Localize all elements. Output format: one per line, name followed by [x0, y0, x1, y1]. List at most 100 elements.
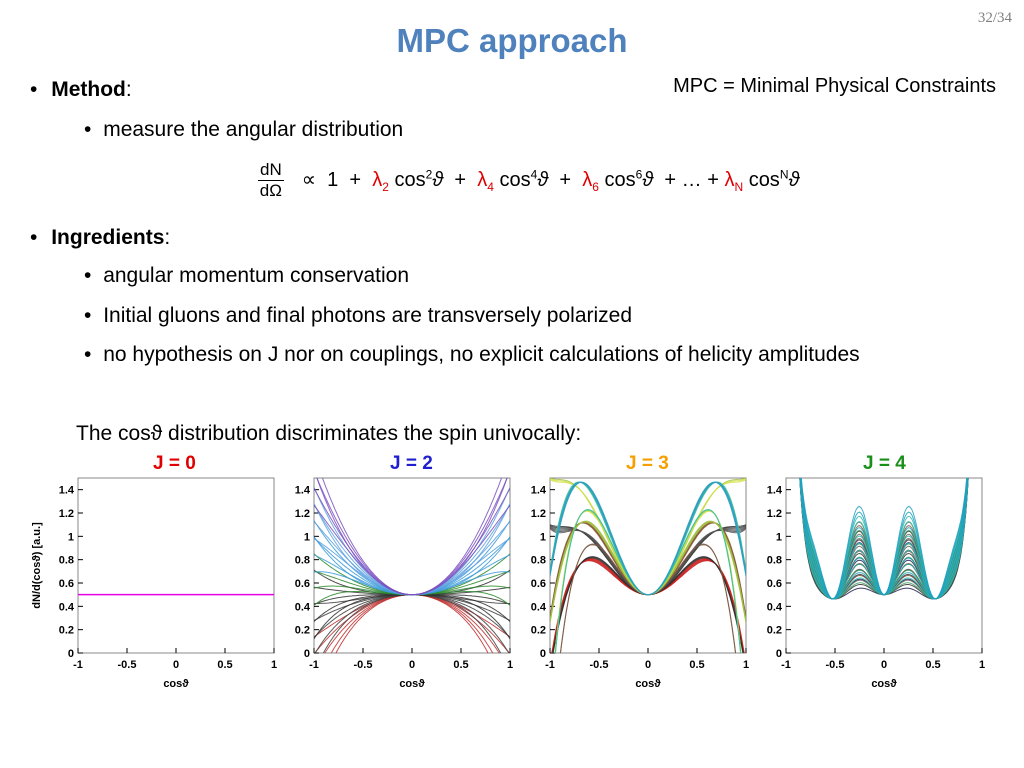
y-tick-label: 0.4: [59, 601, 75, 613]
mpc-definition: MPC = Minimal Physical Constraints: [673, 75, 996, 97]
ingredient-text: angular momentum conservation: [103, 264, 410, 287]
x-tick-label: 0.5: [453, 659, 468, 671]
angular-formula: dN dΩ ∝ 1 + λ2 cos2ϑ + λ4 cos4ϑ + λ6 cos…: [258, 160, 799, 201]
y-tick-label: 1: [776, 531, 782, 543]
j3-curve: [550, 481, 746, 596]
y-tick-label: 0.4: [295, 601, 311, 613]
slide-number: 32/34: [977, 10, 1012, 26]
y-tick-label: 0: [540, 648, 546, 660]
x-axis-label: cosϑ: [163, 678, 189, 690]
x-tick-label: 1: [507, 659, 513, 671]
lambda-4: λ4: [477, 168, 494, 194]
cos6-term: cos6ϑ: [604, 167, 654, 191]
bullet-dot: •: [30, 78, 38, 101]
spin-distribution-charts: 0 0.2 0.4 0.6 0.8 1 1.2 1.4 -1 -0.5 0 0.5 1 cosϑ dN/d(…: [31, 477, 985, 690]
y-tick-label: 1.4: [295, 485, 311, 497]
y-tick-label: 0.8: [767, 555, 782, 567]
fraction-numerator: dN: [258, 160, 284, 181]
y-tick-label: 0.8: [531, 555, 546, 567]
x-tick-label: -0.5: [826, 659, 845, 671]
x-tick-label: 1: [271, 659, 277, 671]
bullet-dot: •: [84, 118, 92, 141]
ingredient-item: • Initial gluons and final photons are t…: [84, 304, 632, 328]
x-tick-label: 0: [173, 659, 179, 671]
j3-label: J = 3: [626, 453, 669, 474]
plot-frame: [77, 477, 275, 654]
y-tick-label: 0.8: [59, 555, 74, 567]
formula-plus: +: [454, 168, 467, 191]
plot-frame: [549, 477, 747, 654]
y-tick-label: 0: [776, 648, 782, 660]
y-tick-label: 0.4: [531, 601, 547, 613]
fraction-denominator: dΩ: [259, 181, 282, 200]
caption: The cosϑ distribution discriminates the …: [76, 422, 582, 445]
ingredient-item: • angular momentum conservation: [84, 264, 409, 288]
method-sub-bullet: • measure the angular distribution: [84, 118, 403, 142]
x-tick-label: 0: [881, 659, 887, 671]
x-tick-label: 0.5: [689, 659, 704, 671]
y-tick-label: 0.6: [767, 578, 782, 590]
y-tick-label: 0: [68, 648, 74, 660]
ingredient-text: no hypothesis on J nor on couplings, no …: [103, 343, 860, 366]
lambda-6: λ6: [582, 168, 599, 194]
bullet-dot: •: [84, 343, 92, 366]
cosn-term: cosNϑ: [748, 167, 800, 191]
y-tick-label: 0.2: [767, 625, 782, 637]
j2-label: J = 2: [390, 453, 433, 474]
j4-label: J = 4: [863, 453, 906, 474]
x-tick-label: -1: [545, 659, 555, 671]
x-axis-label: cosϑ: [871, 678, 897, 690]
formula-plus: +: [559, 168, 572, 191]
x-tick-label: 1: [979, 659, 985, 671]
y-tick-label: 1: [304, 531, 310, 543]
formula-plus: +: [349, 168, 362, 191]
ingredients-bullet: • Ingredients:: [30, 226, 170, 250]
y-tick-label: 1.4: [59, 485, 75, 497]
slide-title: MPC approach: [396, 22, 628, 59]
y-axis-label: dN/d(cosϑ) [a.u.]: [31, 522, 43, 609]
x-tick-label: 0: [645, 659, 651, 671]
x-tick-label: 0.5: [217, 659, 232, 671]
cos2-term: cos2ϑ: [394, 167, 444, 191]
x-axis-label: cosϑ: [399, 678, 425, 690]
proportional-symbol: ∝: [301, 168, 317, 191]
x-tick-label: -0.5: [354, 659, 373, 671]
y-tick-label: 1.2: [59, 508, 74, 520]
lambda-2: λ2: [372, 168, 389, 194]
y-tick-label: 1.2: [295, 508, 310, 520]
y-tick-label: 1: [540, 531, 546, 543]
x-tick-label: 0: [409, 659, 415, 671]
y-tick-label: 1.4: [767, 485, 783, 497]
y-tick-label: 0.2: [531, 625, 546, 637]
formula-ellipsis: + … +: [664, 168, 719, 191]
method-label: Method: [51, 78, 126, 101]
x-tick-label: -1: [73, 659, 83, 671]
x-axis-label: cosϑ: [635, 678, 661, 690]
y-tick-label: 0.6: [59, 578, 74, 590]
bullet-dot: •: [30, 226, 38, 249]
ingredients-colon: :: [164, 226, 171, 249]
x-tick-label: -0.5: [590, 659, 609, 671]
ingredients-label: Ingredients: [51, 226, 165, 249]
x-tick-label: 1: [743, 659, 749, 671]
bullet-dot: •: [84, 264, 92, 287]
x-tick-label: 0.5: [925, 659, 940, 671]
method-bullet: • Method:: [30, 78, 132, 102]
y-tick-label: 0: [304, 648, 310, 660]
formula-fraction: dN dΩ: [258, 160, 284, 201]
j2-curve: [321, 478, 503, 596]
y-tick-label: 0.2: [295, 625, 310, 637]
ingredient-text: Initial gluons and final photons are tra…: [103, 304, 633, 327]
method-sub-text: measure the angular distribution: [103, 118, 404, 141]
ingredient-item: • no hypothesis on J nor on couplings, n…: [84, 343, 860, 367]
y-tick-label: 1.4: [531, 485, 547, 497]
y-tick-label: 0.8: [295, 555, 310, 567]
x-tick-label: -1: [781, 659, 791, 671]
y-tick-label: 0.6: [531, 578, 546, 590]
lambda-n: λN: [724, 168, 744, 194]
y-tick-label: 0.6: [295, 578, 310, 590]
y-tick-label: 1.2: [531, 508, 546, 520]
y-tick-label: 1: [68, 531, 74, 543]
x-tick-label: -1: [309, 659, 319, 671]
bullet-dot: •: [84, 304, 92, 327]
